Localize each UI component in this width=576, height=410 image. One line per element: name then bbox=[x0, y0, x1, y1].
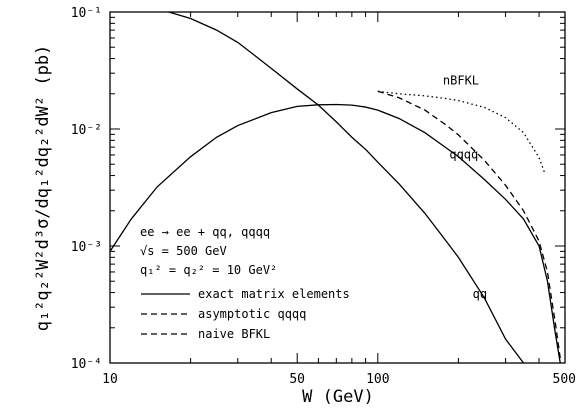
legend-label: naive BFKL bbox=[198, 327, 270, 341]
legend-label: exact matrix elements bbox=[198, 287, 350, 301]
curve-label-qqqq: qqqq bbox=[449, 147, 478, 161]
curve-label-qq: qq bbox=[473, 287, 487, 301]
x-tick-label: 500 bbox=[553, 372, 576, 387]
x-tick-label: 10 bbox=[102, 372, 118, 387]
series-nbfkl bbox=[377, 90, 546, 174]
y-tick-label: 10⁻² bbox=[71, 123, 102, 138]
legend-label: asymptotic qqqq bbox=[198, 307, 306, 321]
y-tick-label: 10⁻⁴ bbox=[71, 357, 102, 372]
y-tick-label: 10⁻¹ bbox=[71, 6, 102, 21]
process-annotation: √s = 500 GeV bbox=[140, 244, 227, 258]
series-qqqq bbox=[110, 103, 561, 363]
series-qq bbox=[166, 12, 525, 363]
x-tick-label: 50 bbox=[289, 372, 305, 387]
process-annotation: q₁² = q₂² = 10 GeV² bbox=[140, 263, 277, 277]
y-axis-label: q₁²q₂²W²d³σ/dq₁²dq₂²dW² (pb) bbox=[33, 45, 53, 332]
y-tick-label: 10⁻³ bbox=[71, 240, 102, 255]
process-annotation: ee → ee + qq, qqqq bbox=[140, 225, 270, 239]
x-axis-label: W (GeV) bbox=[302, 387, 374, 407]
x-tick-label: 100 bbox=[366, 372, 389, 387]
plot-frame bbox=[109, 11, 566, 364]
curve-label-nbfkl: nBFKL bbox=[443, 74, 479, 88]
series-asymptotic-qqqq bbox=[377, 90, 561, 359]
